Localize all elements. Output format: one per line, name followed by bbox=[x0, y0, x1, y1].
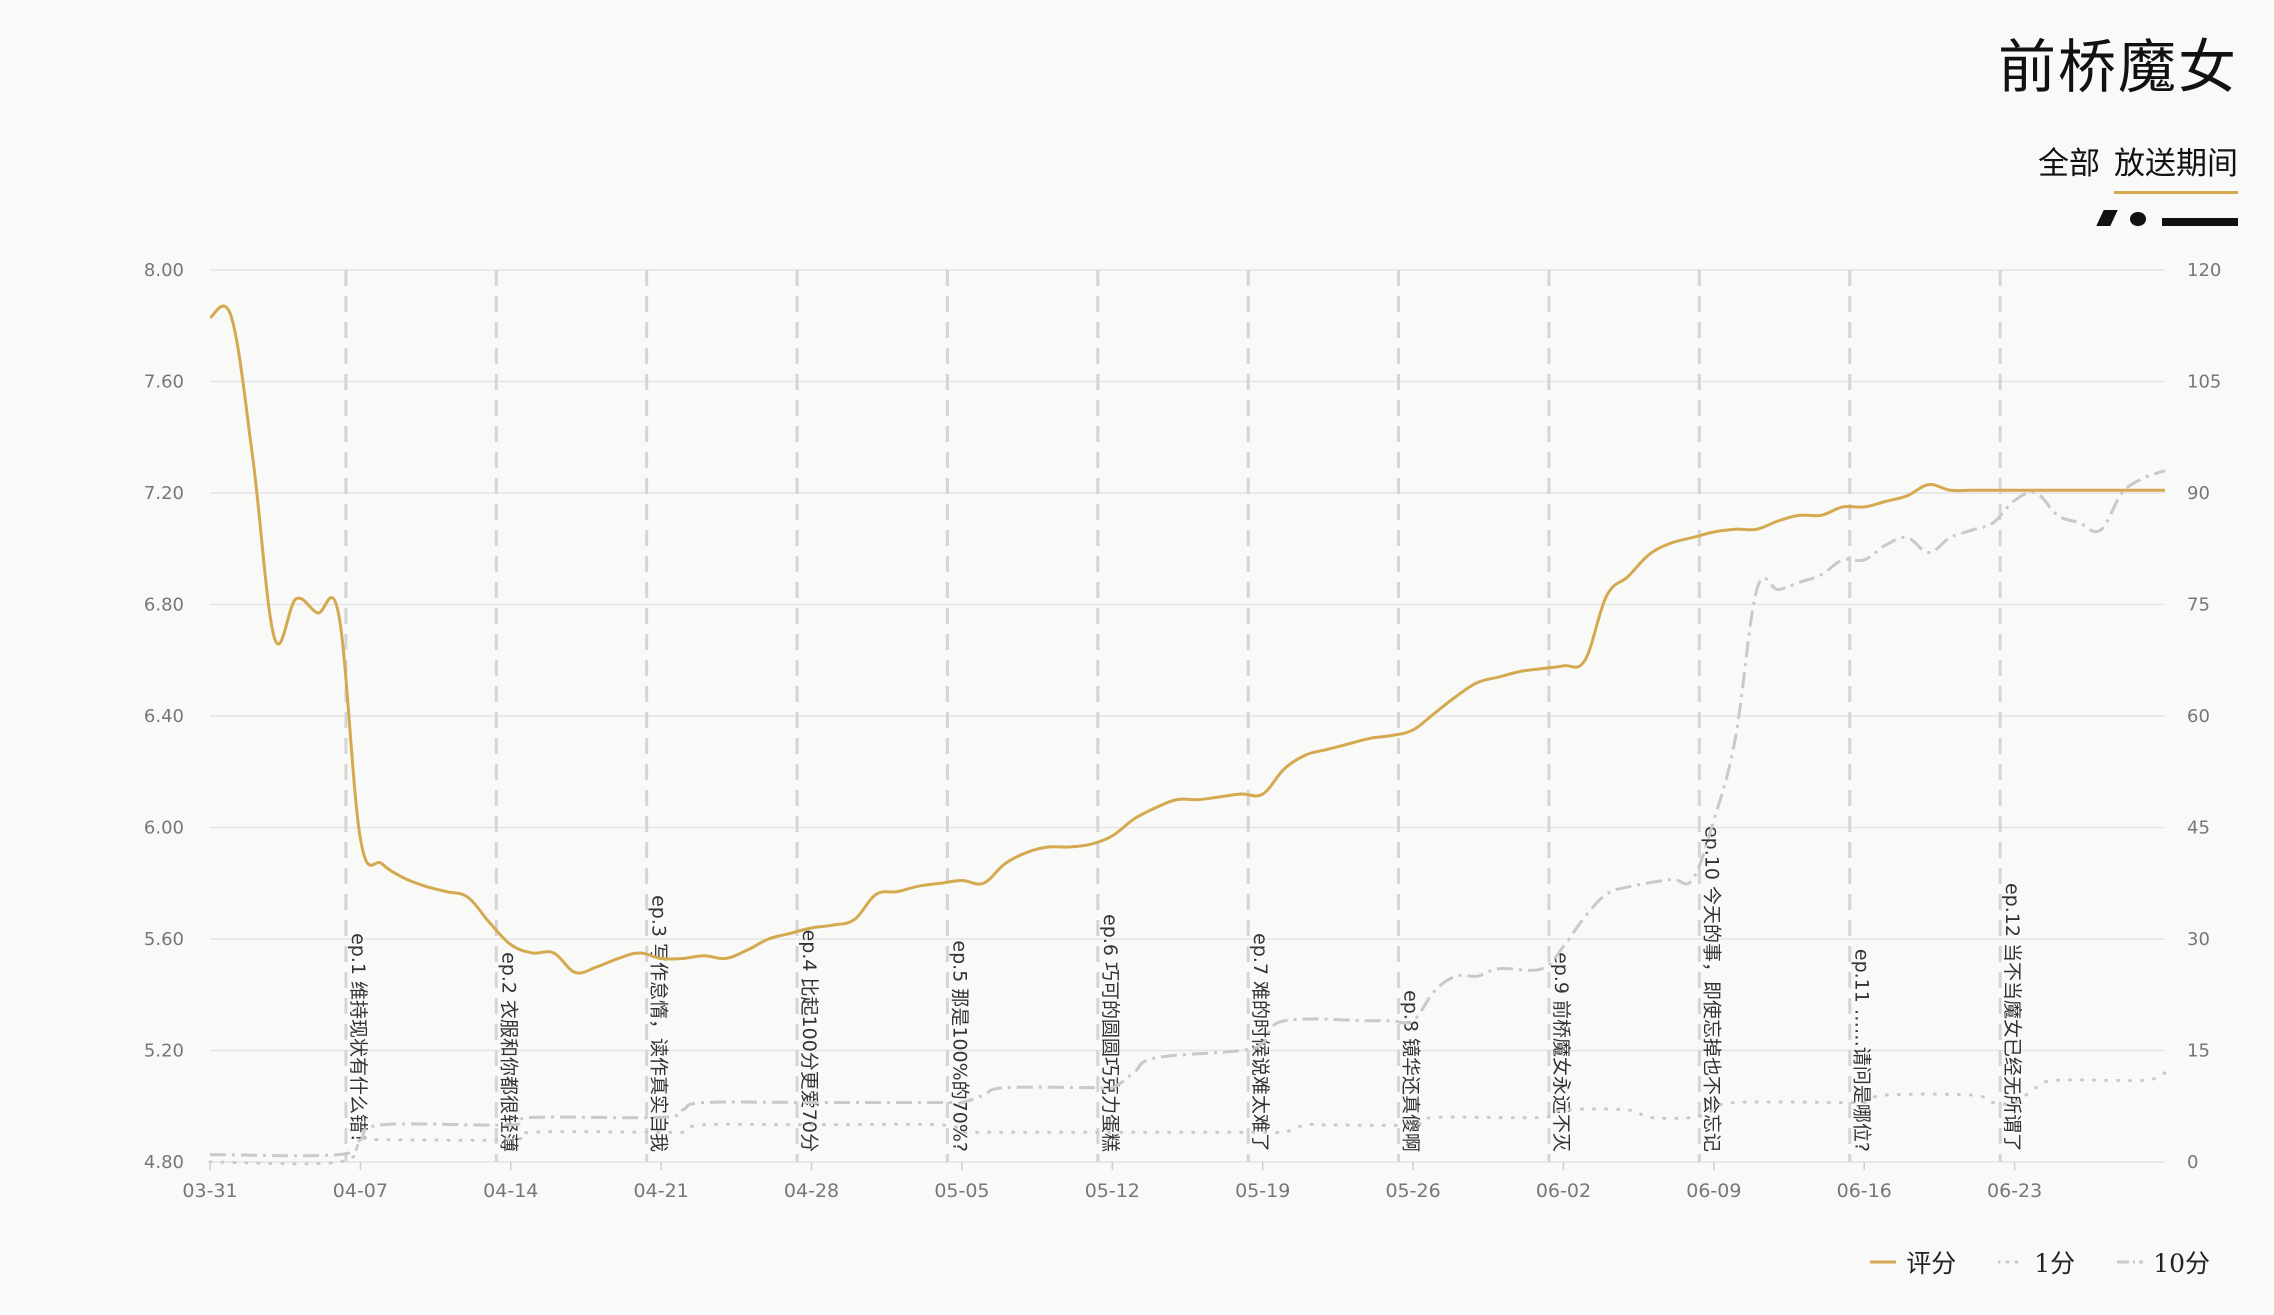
episode-label: ep.4 比起100分更爱70分 bbox=[798, 930, 820, 1152]
solid-line-icon bbox=[1870, 1260, 1897, 1264]
y-right-tick-label: 105 bbox=[2187, 372, 2221, 393]
x-tick-label: 04-28 bbox=[784, 1180, 839, 1202]
y-right-tick-label: 15 bbox=[2187, 1041, 2210, 1062]
legend-label-score: 评分 bbox=[1906, 1249, 1957, 1278]
y-left-tick-label: 5.20 bbox=[144, 1041, 184, 1062]
tab-broadcast-period[interactable]: 放送期间 bbox=[2114, 138, 2238, 194]
y-left-tick-label: 6.00 bbox=[144, 818, 184, 839]
dotted-line-icon bbox=[1998, 1260, 2025, 1264]
tab-all[interactable]: 全部 bbox=[2038, 146, 2100, 182]
episode-label: ep.3 写作怠惰，读作真实自我 bbox=[648, 895, 670, 1152]
y-left-tick-label: 6.40 bbox=[144, 706, 184, 727]
y-left-tick-label: 4.80 bbox=[144, 1152, 184, 1173]
episode-label: ep.1 维持现状有什么错！ bbox=[347, 933, 369, 1152]
y-left-tick-label: 5.60 bbox=[144, 929, 184, 950]
page-title: 前桥魔女 bbox=[1997, 33, 2238, 101]
y-left-tick-label: 8.00 bbox=[144, 260, 184, 281]
y-right-tick-label: 45 bbox=[2187, 818, 2210, 839]
y-left-tick-label: 7.20 bbox=[144, 483, 184, 504]
legend-item-score[interactable]: 评分 bbox=[1870, 1244, 1956, 1280]
y-right-tick-label: 30 bbox=[2187, 929, 2210, 950]
y-right-tick-label: 120 bbox=[2187, 260, 2221, 281]
dashdot-line-icon bbox=[2117, 1260, 2144, 1264]
x-tick-label: 05-26 bbox=[1385, 1180, 1440, 1202]
y-right-tick-label: 75 bbox=[2187, 595, 2210, 616]
episode-label: ep.12 当不当魔女已经无所谓了 bbox=[2001, 883, 2023, 1152]
y-right-tick-label: 90 bbox=[2187, 483, 2210, 504]
legend-item-ten[interactable]: 10分 bbox=[2117, 1244, 2210, 1280]
y-right-tick-label: 0 bbox=[2187, 1152, 2198, 1173]
x-tick-label: 05-12 bbox=[1085, 1180, 1140, 1202]
x-tick-label: 05-05 bbox=[934, 1180, 989, 1202]
x-tick-label: 03-31 bbox=[182, 1180, 237, 1202]
episode-label: ep.5 那是100%的70%? bbox=[948, 940, 970, 1152]
episode-label: ep.8 镜华还真傻啊 bbox=[1400, 990, 1422, 1152]
y-right-tick-label: 60 bbox=[2187, 706, 2210, 727]
legend-item-one[interactable]: 1分 bbox=[1998, 1244, 2075, 1280]
episode-label: ep.9 前桥魔女永远不灭 bbox=[1550, 952, 1572, 1152]
x-tick-label: 06-02 bbox=[1536, 1180, 1591, 1202]
episode-label: ep.2 衣服和你都很轻薄 bbox=[497, 952, 519, 1152]
decorative-marks bbox=[2096, 206, 2238, 226]
series-line-dashdot bbox=[209, 469, 2166, 1158]
x-tick-label: 04-07 bbox=[333, 1180, 388, 1202]
chart-legend: 评分 1分 10分 bbox=[1870, 1244, 2210, 1280]
legend-label-one: 1分 bbox=[2034, 1249, 2076, 1278]
episode-label: ep.6 巧可的圆圆巧克力蛋糕 bbox=[1099, 914, 1121, 1152]
x-tick-label: 05-19 bbox=[1235, 1180, 1290, 1202]
y-left-tick-label: 7.60 bbox=[144, 372, 184, 393]
legend-label-ten: 10分 bbox=[2153, 1249, 2210, 1278]
x-tick-label: 04-21 bbox=[634, 1180, 689, 1202]
x-tick-label: 06-23 bbox=[1987, 1180, 2042, 1202]
episode-label: ep.10 今天的事，即使忘掉也不会忘记 bbox=[1700, 826, 1722, 1152]
x-tick-label: 06-09 bbox=[1686, 1180, 1741, 1202]
episode-label: ep.11 ……请问是哪位? bbox=[1851, 949, 1873, 1152]
range-tabs: 全部 放送期间 bbox=[2038, 138, 2238, 194]
series-line-solid bbox=[209, 304, 2165, 975]
x-tick-label: 04-14 bbox=[483, 1180, 538, 1202]
x-tick-label: 06-16 bbox=[1837, 1180, 1892, 1202]
y-left-tick-label: 6.80 bbox=[144, 595, 184, 616]
episode-label: ep.7 难的时候说难太难了 bbox=[1249, 933, 1271, 1152]
